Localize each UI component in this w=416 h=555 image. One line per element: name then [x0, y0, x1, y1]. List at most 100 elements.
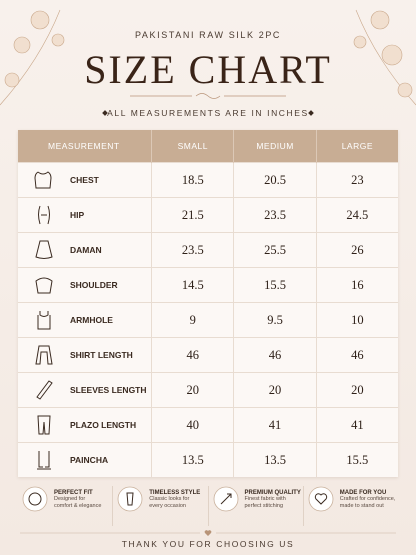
header-row: MEASUREMENT SMALL MEDIUM LARGE — [18, 130, 398, 163]
icon-shape — [35, 277, 53, 294]
size-value: 20.5 — [233, 162, 317, 198]
feature-description: every occasion — [149, 503, 186, 509]
measurement-name: SHIRT LENGTH — [70, 350, 133, 360]
icon-shape — [37, 415, 51, 435]
feature-text: TIMELESS STYLE Classic looks for every occ… — [149, 486, 200, 510]
measurement-icon — [37, 451, 51, 470]
measurement-icon — [36, 380, 53, 400]
feature-title: MADE FOR YOU — [339, 490, 387, 496]
icon-circle — [117, 486, 143, 512]
size-value: 20 — [316, 372, 398, 408]
feature-icon — [213, 486, 238, 512]
measurement-name: SHOULDER — [70, 280, 118, 290]
size-value: 15.5 — [316, 442, 398, 477]
measurement-cell: ARMHOLE — [18, 302, 153, 338]
icon-shape — [34, 171, 52, 189]
feature-description: comfort & elegance — [54, 503, 102, 509]
size-value: 13.5 — [233, 442, 317, 477]
feature-text: MADE FOR YOU Crafted for confidence, made … — [340, 486, 396, 510]
note: ALL MEASUREMENTS ARE IN INCHES — [107, 108, 309, 118]
size-value: 18.5 — [151, 162, 235, 198]
measurement-name: SLEEVES LENGTH — [70, 385, 147, 395]
size-value: 16 — [316, 267, 398, 303]
size-value: 41 — [316, 407, 398, 443]
size-value: 23.5 — [233, 197, 317, 233]
size-value: 24.5 — [316, 197, 398, 233]
feature-icon — [117, 486, 143, 512]
size-value: 23 — [316, 162, 398, 198]
measurement-name: ARMHOLE — [70, 315, 113, 325]
icon-shape — [36, 380, 53, 400]
size-value: 13.5 — [151, 442, 235, 477]
footer-divider — [20, 530, 396, 536]
measurement-name: PAINCHA — [70, 455, 109, 465]
table-row: DAMAN 23.5 25.5 26 — [18, 232, 398, 268]
size-value: 41 — [233, 407, 317, 443]
measurement-cell: SHIRT LENGTH — [18, 337, 153, 373]
subtitle: PAKISTANI RAW SILK 2PC — [134, 30, 282, 40]
size-value: 9.5 — [233, 302, 317, 338]
table-row: ARMHOLE 9 9.5 10 — [18, 302, 398, 338]
feature-title: PREMIUM QUALITY — [244, 490, 301, 496]
measurement: CHEST — [18, 168, 151, 192]
size-table: MEASUREMENT SMALL MEDIUM LARGE CHEST 18.5 20.… — [18, 130, 398, 477]
table-row: HIP 21.5 23.5 24.5 — [18, 197, 398, 233]
feature: PREMIUM QUALITY Finest fabric with perfect… — [209, 486, 304, 526]
size-value: 15.5 — [233, 267, 317, 303]
feature-icon — [22, 486, 48, 512]
icon-shape — [314, 493, 327, 505]
icon-shape — [37, 311, 51, 330]
feature-description: Designed for — [54, 496, 86, 502]
measurement: ARMHOLE — [18, 308, 151, 332]
measurement-icon — [35, 240, 53, 259]
measurement-icon — [37, 311, 51, 330]
measurement-cell: HIP — [18, 197, 153, 233]
measurement: SLEEVES LENGTH — [18, 378, 151, 402]
feature-description: Classic looks for — [149, 496, 190, 502]
icon-circle — [308, 486, 334, 512]
measurement-name: DAMAN — [70, 245, 102, 255]
measurement: PAINCHA — [18, 448, 151, 472]
table-body: CHEST 18.5 20.5 23 HIP 21.5 23.5 24.5 DAMAN 23.5 2… — [18, 162, 398, 477]
feature: TIMELESS STYLE Classic looks for every occ… — [113, 486, 209, 526]
table-row: SLEEVES LENGTH 20 20 20 — [18, 372, 398, 408]
icon-shape — [37, 451, 51, 470]
measurement-cell: PLAZO LENGTH — [18, 407, 153, 443]
icon-circle — [22, 486, 48, 512]
icon-shape — [126, 492, 134, 506]
feature-text: PREMIUM QUALITY Finest fabric with perfect… — [245, 486, 301, 510]
table-row: CHEST 18.5 20.5 23 — [18, 162, 398, 198]
measurement-icon — [38, 205, 50, 225]
size-value: 10 — [316, 302, 398, 338]
table-row: SHIRT LENGTH 46 46 46 — [18, 337, 398, 373]
table-row: PAINCHA 13.5 13.5 15.5 — [18, 442, 398, 477]
size-value: 21.5 — [151, 197, 235, 233]
measurement-name: CHEST — [70, 175, 99, 185]
size-value: 26 — [316, 232, 398, 268]
table-row: SHOULDER 14.5 15.5 16 — [18, 267, 398, 303]
icon-shape — [35, 240, 53, 259]
size-value: 14.5 — [151, 267, 235, 303]
column-header: SMALL — [151, 130, 235, 163]
feature-icon — [308, 486, 334, 512]
measurement: SHOULDER — [18, 273, 151, 297]
size-value: 20 — [233, 372, 317, 408]
icon-shape — [220, 493, 231, 505]
table-row: PLAZO LENGTH 40 41 41 — [18, 407, 398, 443]
measurement-cell: CHEST — [18, 162, 153, 198]
title: SIZE CHART — [84, 47, 332, 92]
feature-title: PERFECT FIT — [54, 490, 93, 496]
measurement-cell: PAINCHA — [18, 442, 153, 477]
column-header: LARGE — [316, 130, 398, 163]
size-value: 46 — [316, 337, 398, 373]
column-header: MEDIUM — [233, 130, 317, 163]
measurement-icon — [35, 277, 53, 294]
size-value: 46 — [233, 337, 317, 373]
feature-description: made to stand out — [339, 503, 384, 509]
measurement-icon — [34, 171, 52, 189]
measurement: PLAZO LENGTH — [18, 413, 151, 437]
measurement-cell: SLEEVES LENGTH — [18, 372, 153, 408]
measurement-icon — [35, 345, 53, 365]
size-value: 23.5 — [151, 232, 235, 268]
